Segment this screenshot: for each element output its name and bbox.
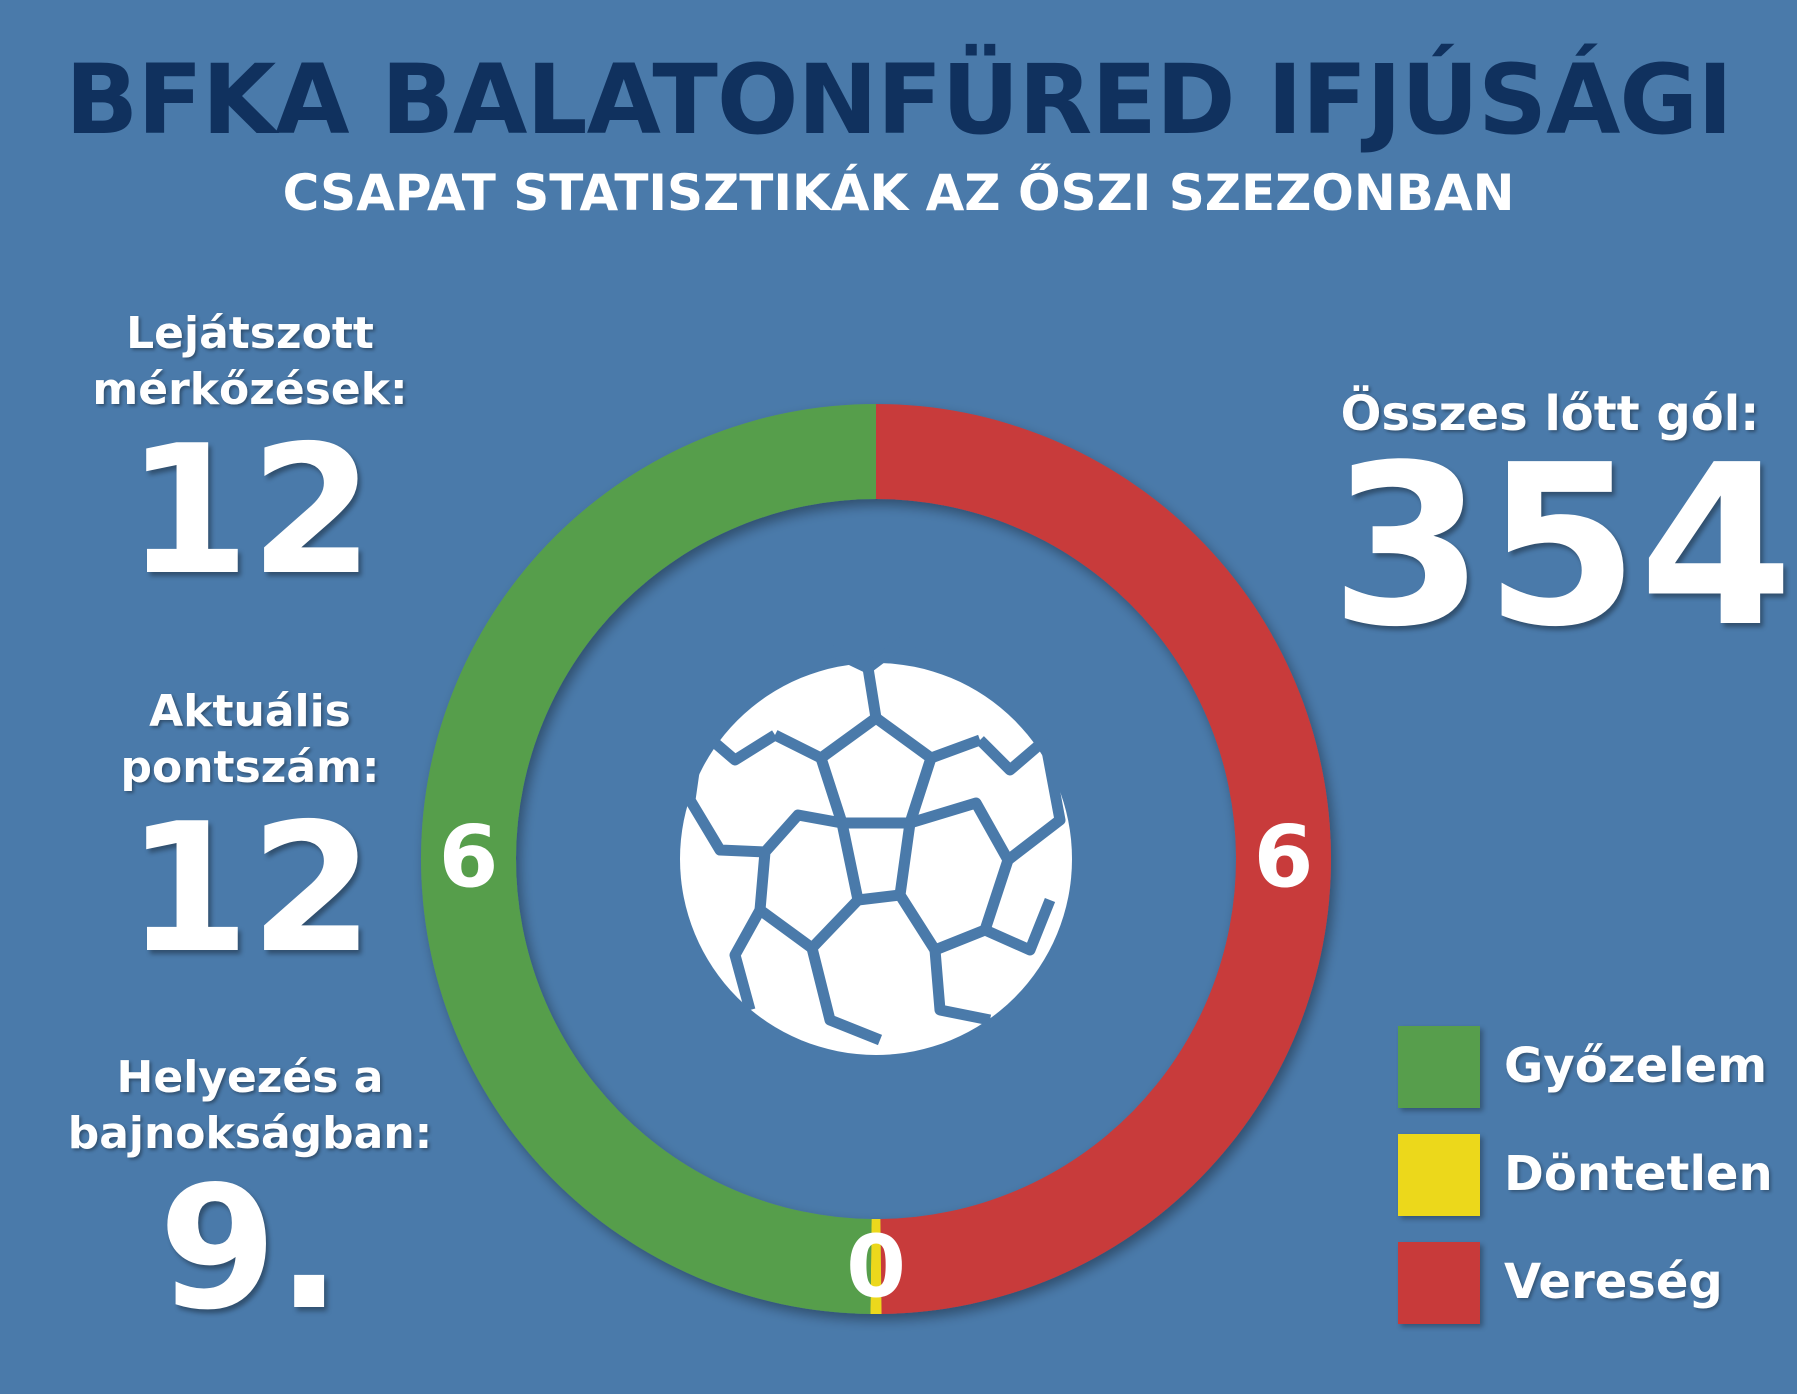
slice-loss (876, 403, 1332, 1314)
stat-current-points: Aktuális pontszám: 12 (40, 684, 460, 978)
soccer-ball-icon (680, 634, 1072, 1055)
page-title: BFKA BALATONFÜRED IFJÚSÁGI (65, 44, 1733, 156)
stat-points-label-line2: pontszám: (120, 742, 380, 793)
stat-matches-label-line1: Lejátszott (126, 308, 374, 359)
legend-item-loss: Vereség (1398, 1242, 1778, 1326)
stat-rank-label-line2: bajnokságban: (67, 1108, 433, 1159)
stat-matches-value: 12 (126, 407, 374, 614)
stat-points-value: 12 (126, 785, 374, 992)
stat-goals-label: Összes lőtt gól: (1340, 386, 1760, 442)
data-label-draw: 0 (846, 1218, 906, 1318)
data-label-loss: 6 (1254, 808, 1314, 908)
legend-swatch-win (1398, 1026, 1480, 1108)
data-label-win: 6 (439, 808, 499, 908)
stat-rank-label-line1: Helyezés a (116, 1052, 384, 1103)
stat-goals-value: 354 (1330, 418, 1794, 676)
legend-label-win: Győzelem (1504, 1038, 1768, 1094)
legend-item-draw: Döntetlen (1398, 1134, 1778, 1218)
stat-matches-label-line2: mérkőzések: (92, 364, 408, 415)
stat-points-label-line1: Aktuális (149, 686, 351, 737)
stat-league-rank: Helyezés a bajnokságban: 9. (20, 1050, 480, 1334)
stat-rank-value: 9. (158, 1150, 342, 1348)
slice-draw (870, 1218, 882, 1315)
stat-matches-played: Lejátszott mérkőzések: 12 (40, 306, 460, 600)
stat-total-goals: Összes lőtt gól: 354 (1330, 386, 1794, 676)
slice-win (420, 404, 876, 1314)
legend-swatch-loss (1398, 1242, 1480, 1324)
legend-swatch-draw (1398, 1134, 1480, 1216)
legend-label-loss: Vereség (1504, 1254, 1723, 1310)
page-subtitle: CSAPAT STATISZTIKÁK AZ ŐSZI SZEZONBAN (282, 164, 1515, 222)
legend-label-draw: Döntetlen (1504, 1146, 1773, 1202)
legend-item-win: Győzelem (1398, 1026, 1778, 1110)
